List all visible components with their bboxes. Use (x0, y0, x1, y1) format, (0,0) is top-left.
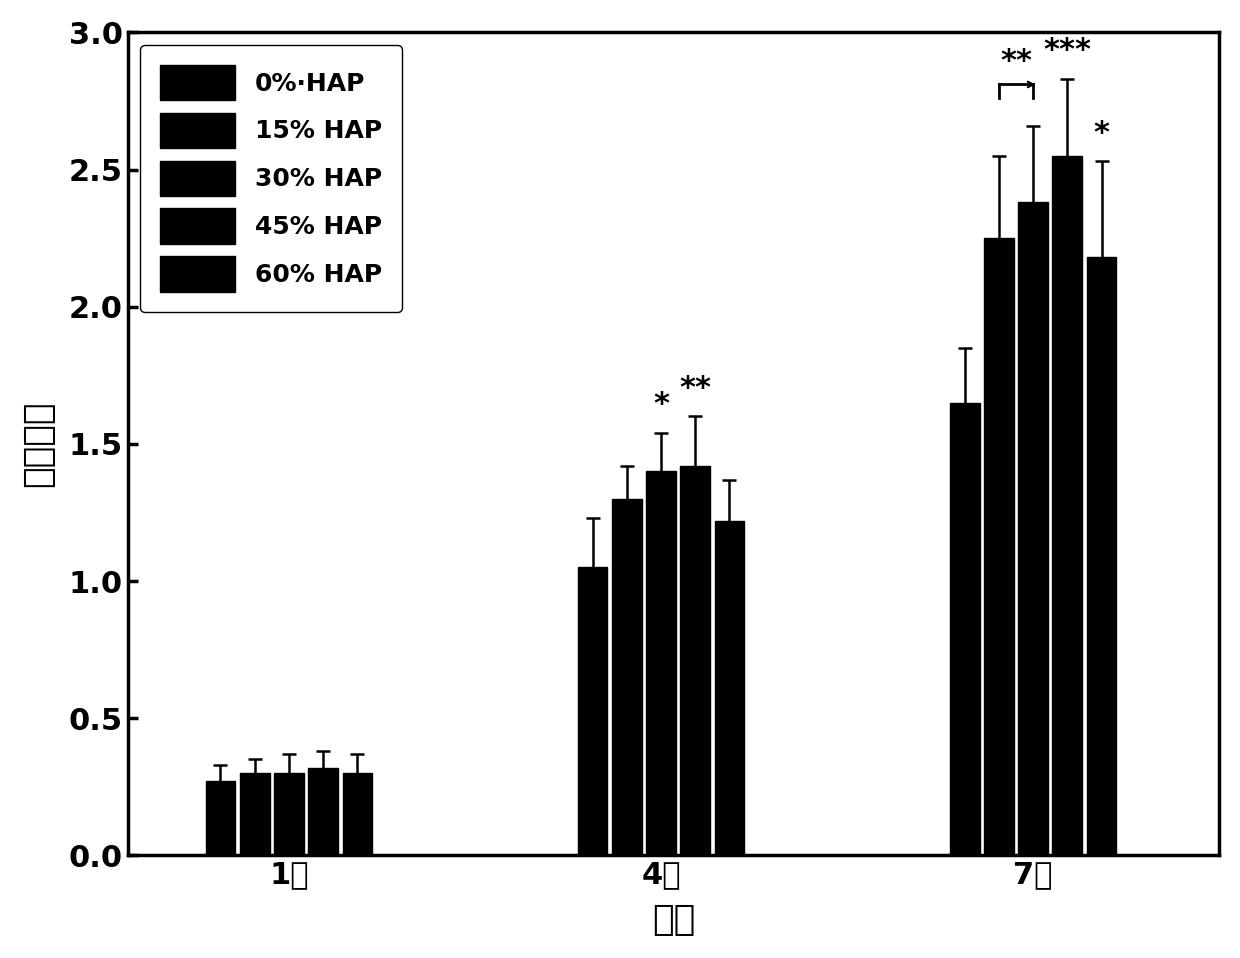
Bar (1018, 202, 1048, 855)
Bar (681, 466, 711, 855)
Bar (274, 773, 304, 855)
Bar (611, 499, 641, 855)
X-axis label: 时间: 时间 (652, 903, 696, 937)
Bar (342, 773, 372, 855)
Text: *: * (653, 390, 670, 420)
Legend: 0%·HAP, 15% HAP, 30% HAP, 45% HAP, 60% HAP: 0%·HAP, 15% HAP, 30% HAP, 45% HAP, 60% H… (140, 45, 402, 311)
Bar (239, 773, 269, 855)
Bar (646, 471, 676, 855)
Bar (950, 402, 980, 855)
Bar (309, 767, 339, 855)
Bar (206, 782, 236, 855)
Text: *: * (1094, 119, 1110, 148)
Text: **: ** (999, 47, 1032, 77)
Bar (1053, 156, 1083, 855)
Bar (1086, 258, 1116, 855)
Bar (985, 239, 1014, 855)
Y-axis label: 吸光度值: 吸光度值 (21, 400, 55, 487)
Text: **: ** (680, 374, 712, 402)
Text: ***: *** (1043, 36, 1091, 65)
Bar (714, 521, 744, 855)
Bar (578, 567, 608, 855)
